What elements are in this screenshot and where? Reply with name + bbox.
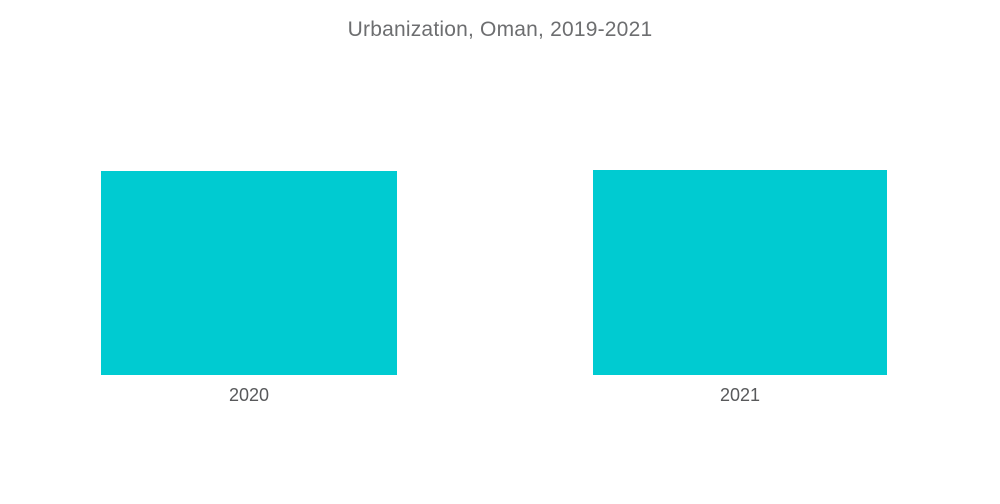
bar-group-2020: [101, 0, 397, 375]
bar-2021: [593, 170, 887, 375]
x-axis-label-2021: 2021: [719, 385, 761, 405]
chart-title: Urbanization, Oman, 2019-2021: [347, 18, 653, 41]
bar-group-2021: [593, 0, 887, 375]
bar-2020: [101, 171, 397, 375]
x-axis-label-2020: 2020: [228, 385, 270, 405]
